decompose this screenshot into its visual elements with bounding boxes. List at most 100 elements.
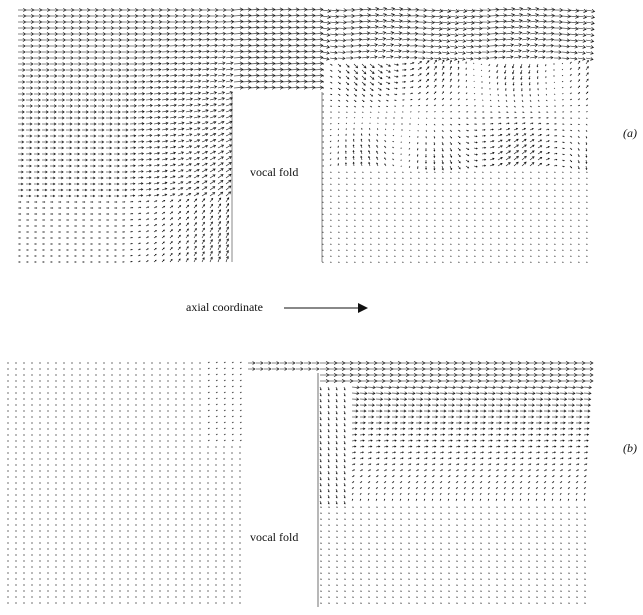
velocity-vector <box>569 117 573 119</box>
velocity-vector <box>489 195 492 197</box>
velocity-vector <box>487 433 494 436</box>
velocity-vector <box>423 439 429 442</box>
velocity-vector <box>351 512 354 514</box>
velocity-vector <box>185 198 190 203</box>
velocity-vector-dot <box>103 416 105 418</box>
velocity-vector <box>281 85 292 90</box>
velocity-vector <box>431 498 434 502</box>
velocity-vector <box>393 261 396 263</box>
velocity-vector-dot <box>167 422 169 424</box>
velocity-vector-dot <box>159 374 161 376</box>
velocity-vector <box>391 433 398 436</box>
velocity-vector-dot <box>111 476 113 478</box>
velocity-vector <box>495 487 498 490</box>
velocity-vector <box>185 210 190 215</box>
velocity-vector-dot <box>151 560 153 562</box>
velocity-vector <box>392 158 395 161</box>
velocity-vector <box>561 159 565 162</box>
velocity-vector <box>551 560 554 562</box>
velocity-vector-dot <box>79 416 81 418</box>
velocity-vector-dot <box>47 374 49 376</box>
velocity-vector <box>74 176 80 180</box>
velocity-vector <box>345 219 348 221</box>
velocity-vector <box>367 451 373 454</box>
velocity-vector <box>231 385 234 388</box>
velocity-vector <box>114 80 122 84</box>
velocity-vector <box>209 43 218 48</box>
velocity-vector-dot <box>39 374 41 376</box>
velocity-vector <box>561 141 565 144</box>
velocity-vector <box>529 195 532 197</box>
velocity-vector <box>343 560 346 562</box>
velocity-vector <box>90 104 97 108</box>
velocity-vector <box>465 98 468 101</box>
velocity-vector <box>399 463 404 466</box>
velocity-vector <box>121 50 130 54</box>
velocity-vector <box>50 110 57 114</box>
velocity-vector <box>137 38 147 42</box>
velocity-vector <box>233 79 244 84</box>
velocity-vector <box>337 87 341 91</box>
velocity-vector <box>74 134 81 138</box>
velocity-vector-dot <box>71 374 73 376</box>
velocity-vector <box>416 378 426 384</box>
velocity-vector <box>352 378 362 384</box>
velocity-vector-dot <box>95 488 97 490</box>
velocity-vector-dot <box>207 500 209 502</box>
velocity-vector <box>553 26 563 31</box>
velocity-vector <box>559 560 562 562</box>
velocity-vector <box>535 415 543 419</box>
velocity-vector <box>457 141 461 145</box>
velocity-vector <box>129 92 138 96</box>
velocity-vector <box>153 206 158 209</box>
velocity-vector <box>409 189 412 191</box>
velocity-vector <box>129 32 139 36</box>
velocity-vector <box>74 56 82 60</box>
velocity-vector <box>129 110 137 114</box>
velocity-vector <box>90 158 96 162</box>
velocity-vector <box>465 38 475 43</box>
velocity-vector <box>201 85 210 89</box>
velocity-vector <box>368 161 371 167</box>
velocity-vector <box>383 506 386 508</box>
velocity-vector-dot <box>127 512 129 514</box>
velocity-vector <box>439 403 447 407</box>
velocity-vector-dot <box>183 386 185 388</box>
velocity-vector <box>50 86 58 90</box>
velocity-vector <box>543 421 550 425</box>
velocity-vector <box>489 25 499 30</box>
velocity-vector <box>439 469 444 472</box>
velocity-vector <box>528 75 531 80</box>
velocity-vector <box>577 243 580 245</box>
velocity-vector <box>66 110 73 114</box>
velocity-vector <box>42 62 50 66</box>
velocity-vector-dot <box>23 362 25 364</box>
velocity-vector <box>457 79 460 83</box>
velocity-vector <box>503 536 506 538</box>
velocity-vector <box>377 189 380 191</box>
velocity-vector <box>439 421 446 425</box>
velocity-vector <box>169 91 178 96</box>
velocity-vector <box>281 43 292 48</box>
velocity-vector <box>153 224 158 227</box>
velocity-vector <box>345 44 355 48</box>
velocity-vector-dot <box>79 542 81 544</box>
velocity-vector-dot <box>119 506 121 508</box>
velocity-vector <box>559 475 563 478</box>
velocity-vector <box>42 92 50 96</box>
velocity-vector <box>98 44 106 48</box>
velocity-vector <box>391 397 400 401</box>
velocity-vector <box>473 153 478 156</box>
velocity-vector <box>561 50 570 55</box>
velocity-vector <box>305 13 316 18</box>
velocity-vector <box>337 171 340 173</box>
velocity-vector-dot <box>111 518 113 520</box>
velocity-vector <box>439 548 442 550</box>
velocity-vector-dot <box>55 362 57 364</box>
velocity-vector <box>18 20 27 24</box>
velocity-vector-dot <box>95 542 97 544</box>
velocity-vector <box>521 6 532 12</box>
velocity-vector <box>169 67 178 72</box>
velocity-vector <box>345 56 354 60</box>
velocity-vector-dot <box>175 548 177 550</box>
